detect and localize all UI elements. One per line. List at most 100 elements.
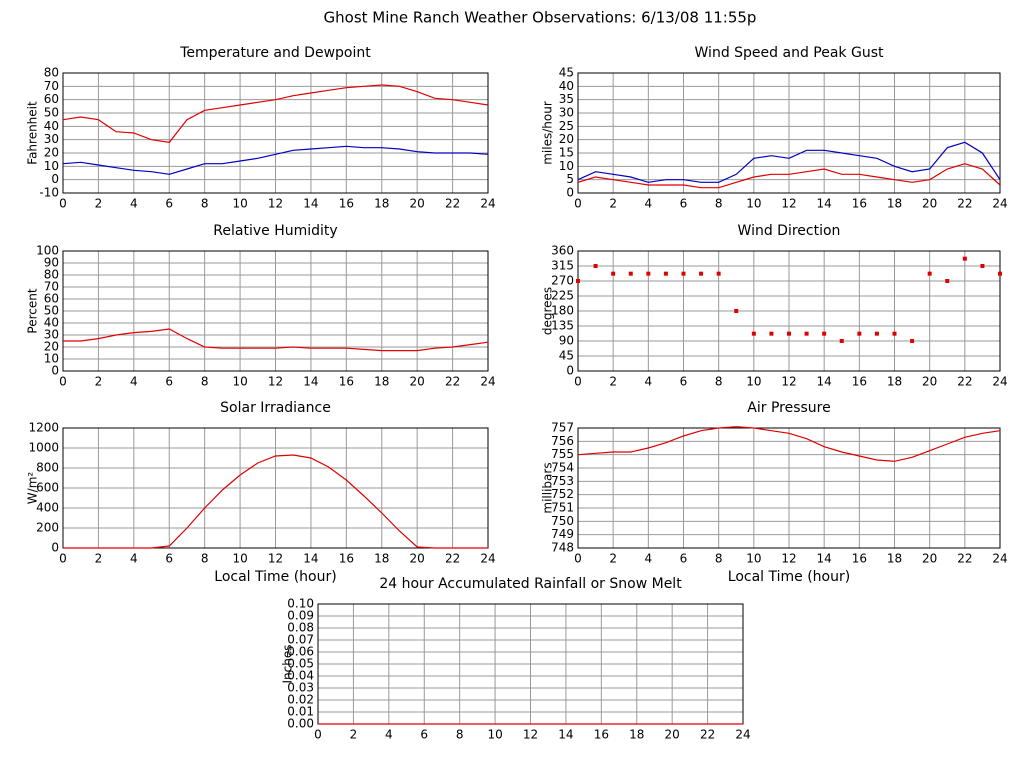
- data-line: [577, 141, 1001, 183]
- x-tick-label: 16: [852, 552, 867, 566]
- x-tick-label: 0: [314, 728, 322, 742]
- y-tick-label: 315: [551, 259, 574, 273]
- y-tick-label: 751: [551, 501, 574, 515]
- y-tick-label: 0: [51, 541, 59, 555]
- x-tick-label: 22: [445, 197, 460, 211]
- x-tick-label: 12: [781, 375, 796, 389]
- x-tick-label: 24: [992, 552, 1007, 566]
- y-tick-label: 0: [51, 172, 59, 186]
- x-tick-label: 16: [339, 375, 354, 389]
- y-tick-label: 30: [44, 132, 59, 146]
- x-tick-label: 10: [487, 728, 502, 742]
- y-tick-label: 100: [36, 244, 59, 258]
- y-tick-label: 60: [44, 292, 59, 306]
- x-tick-label: 12: [268, 197, 283, 211]
- x-tick-label: 10: [232, 552, 247, 566]
- y-axis-label: Percent: [26, 288, 40, 333]
- data-point: [910, 339, 915, 343]
- x-tick-label: 24: [480, 197, 495, 211]
- x-tick-label: 14: [817, 375, 832, 389]
- x-tick-label: 22: [700, 728, 715, 742]
- y-tick-label: 270: [551, 274, 574, 288]
- y-tick-label: 10: [559, 159, 574, 173]
- y-tick-label: 752: [551, 487, 574, 501]
- y-tick-label: 800: [36, 461, 59, 475]
- x-tick-label: 16: [339, 552, 354, 566]
- y-axis-label: millibars: [541, 462, 555, 513]
- chart-title: Solar Irradiance: [220, 400, 331, 416]
- x-tick-label: 8: [201, 375, 209, 389]
- chart-title: Wind Direction: [738, 223, 841, 239]
- y-tick-label: 0.05: [287, 657, 314, 671]
- data-point: [699, 271, 704, 276]
- y-axis-label: degrees: [541, 287, 555, 335]
- x-tick-label: 14: [303, 552, 318, 566]
- data-line: [62, 145, 489, 175]
- y-tick-label: 90: [44, 256, 59, 270]
- data-point: [839, 339, 844, 343]
- x-tick-label: 18: [887, 197, 902, 211]
- data-point: [980, 264, 985, 268]
- y-tick-label: 0.01: [287, 705, 314, 719]
- x-tick-label: 20: [410, 552, 425, 566]
- x-tick-label: 10: [746, 552, 761, 566]
- data-line: [577, 426, 1001, 462]
- x-tick-label: 24: [480, 552, 495, 566]
- x-tick-label: 2: [95, 552, 103, 566]
- data-point: [628, 271, 633, 276]
- y-tick-label: 50: [44, 106, 59, 120]
- chart-title: Temperature and Dewpoint: [179, 45, 371, 61]
- y-tick-label: 754: [551, 461, 574, 475]
- x-tick-label: 6: [680, 197, 688, 211]
- y-tick-label: 1200: [28, 421, 59, 435]
- data-point: [874, 331, 879, 336]
- y-axis-label: miles/hour: [541, 101, 555, 165]
- data-point: [962, 256, 967, 261]
- y-tick-label: 1000: [28, 441, 59, 455]
- chart-title: Air Pressure: [747, 400, 830, 416]
- y-tick-label: 360: [551, 244, 574, 258]
- x-tick-label: 12: [781, 552, 796, 566]
- x-tick-label: 2: [609, 375, 617, 389]
- y-tick-label: 756: [551, 434, 574, 448]
- x-tick-label: 8: [201, 197, 209, 211]
- x-axis-label: Local Time (hour): [214, 569, 336, 585]
- data-point: [857, 331, 862, 336]
- x-tick-label: 4: [385, 728, 393, 742]
- y-tick-label: 60: [44, 92, 59, 106]
- x-tick-label: 18: [374, 552, 389, 566]
- plot-frame: [62, 427, 489, 549]
- x-tick-label: 4: [130, 552, 138, 566]
- x-tick-label: 2: [95, 375, 103, 389]
- y-tick-label: 0.10: [287, 597, 314, 611]
- data-point: [998, 271, 1002, 276]
- x-tick-label: 8: [456, 728, 464, 742]
- page-title: Ghost Mine Ranch Weather Observations: 6…: [324, 9, 757, 27]
- y-axis-label: Fahrenheit: [26, 101, 40, 165]
- x-tick-label: 6: [420, 728, 428, 742]
- chart-title: 24 hour Accumulated Rainfall or Snow Mel…: [379, 576, 682, 592]
- y-tick-label: 0.02: [287, 693, 314, 707]
- y-tick-label: 80: [44, 268, 59, 282]
- y-tick-label: 40: [44, 119, 59, 133]
- x-tick-label: 4: [645, 375, 653, 389]
- x-tick-label: 22: [957, 197, 972, 211]
- data-line: [63, 328, 489, 352]
- data-line: [577, 163, 1001, 189]
- y-tick-label: 20: [44, 146, 59, 160]
- y-tick-label: 400: [36, 501, 59, 515]
- chart-title: Wind Speed and Peak Gust: [695, 45, 884, 61]
- y-tick-label: 40: [44, 316, 59, 330]
- x-tick-label: 10: [232, 375, 247, 389]
- y-tick-label: 80: [44, 66, 59, 80]
- plot-frame: [577, 72, 1001, 194]
- data-point: [804, 331, 809, 336]
- y-tick-label: 753: [551, 474, 574, 488]
- x-tick-label: 20: [922, 552, 937, 566]
- x-tick-label: 4: [645, 197, 653, 211]
- y-tick-label: 0.04: [287, 669, 314, 683]
- data-point: [593, 264, 598, 268]
- x-tick-label: 2: [609, 197, 617, 211]
- y-tick-label: 225: [551, 289, 574, 303]
